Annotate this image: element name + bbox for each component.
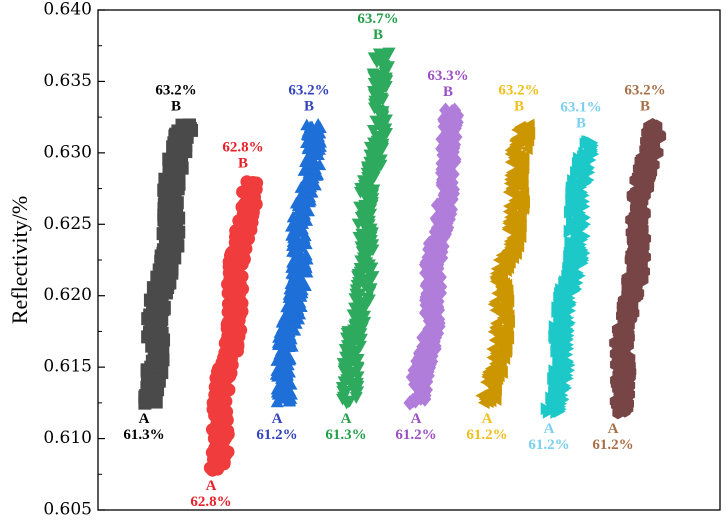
- data-point: [488, 295, 501, 309]
- point-b-label: B: [238, 155, 248, 171]
- point-b-value: 63.2%: [624, 82, 665, 98]
- point-a-value: 61.2%: [528, 437, 569, 453]
- point-a-label: A: [544, 421, 555, 437]
- data-point: [175, 118, 189, 132]
- point-a-value: 61.3%: [123, 427, 164, 443]
- data-point: [448, 136, 462, 153]
- point-a-label: A: [411, 411, 422, 427]
- scatter-series: [540, 135, 600, 419]
- data-point: [379, 81, 393, 93]
- scatter-series: [403, 102, 465, 411]
- data-point: [367, 85, 381, 98]
- point-b-label: B: [373, 27, 383, 43]
- data-point: [439, 102, 453, 119]
- point-a-value: 61.2%: [395, 427, 436, 443]
- data-point: [311, 117, 325, 130]
- data-point: [349, 392, 363, 404]
- data-point: [448, 102, 462, 119]
- point-b-label: B: [171, 98, 181, 114]
- point-a-label: A: [341, 411, 352, 427]
- point-b-value: 63.2%: [155, 82, 196, 98]
- point-a-value: 61.2%: [466, 427, 507, 443]
- data-point: [646, 118, 658, 132]
- point-b-label: B: [576, 115, 586, 131]
- y-tick-label: 0.605: [43, 500, 92, 520]
- y-tick-label: 0.620: [43, 285, 92, 305]
- point-a-value: 62.8%: [190, 494, 231, 510]
- label-layer: A61.3%63.2%BA62.8%62.8%BA61.2%63.2%BA61.…: [123, 11, 665, 510]
- data-point: [505, 165, 518, 179]
- point-a-label: A: [206, 478, 217, 494]
- scatter-series: [335, 47, 396, 410]
- point-b-label: B: [304, 98, 314, 114]
- scatter-series: [269, 117, 327, 408]
- data-point: [448, 151, 462, 168]
- point-a-label: A: [482, 411, 493, 427]
- data-point: [382, 47, 396, 60]
- data-point: [300, 118, 314, 131]
- y-tick-label: 0.640: [43, 0, 92, 20]
- data-point: [475, 389, 488, 403]
- point-a-label: A: [272, 411, 283, 427]
- data-point: [486, 342, 498, 356]
- y-axis-title: Reflectivity/%: [7, 196, 32, 324]
- data-point: [449, 129, 463, 145]
- scatter-series: [138, 118, 199, 410]
- point-a-label: A: [608, 421, 619, 437]
- data-point: [416, 338, 430, 355]
- y-tick-label: 0.610: [43, 428, 92, 448]
- scatter-series: [475, 118, 536, 410]
- data-point: [428, 241, 442, 257]
- data-point: [240, 175, 254, 189]
- y-tick-label: 0.630: [43, 142, 92, 162]
- point-b-label: B: [640, 98, 650, 114]
- data-point: [351, 277, 365, 289]
- point-b-value: 63.7%: [357, 11, 398, 27]
- y-tick-label: 0.625: [43, 214, 92, 234]
- data-point: [418, 327, 432, 344]
- series-layer: [138, 47, 667, 477]
- data-point: [567, 173, 579, 187]
- point-b-value: 63.2%: [498, 82, 539, 98]
- data-point: [548, 320, 561, 334]
- y-tick-label: 0.615: [43, 357, 92, 377]
- scatter-series: [609, 118, 667, 420]
- data-point: [583, 135, 596, 149]
- data-point: [490, 262, 503, 276]
- data-point: [286, 210, 300, 223]
- data-point: [564, 235, 577, 249]
- data-point: [372, 48, 386, 61]
- data-point: [555, 282, 567, 296]
- data-point: [513, 120, 526, 134]
- point-b-value: 62.8%: [222, 139, 263, 155]
- data-point: [366, 68, 380, 81]
- point-b-label: B: [443, 84, 453, 100]
- scatter-series: [203, 175, 264, 477]
- point-a-value: 61.2%: [256, 427, 297, 443]
- point-a-value: 61.2%: [592, 437, 633, 453]
- y-tick-label: 0.635: [43, 71, 92, 91]
- data-point: [420, 304, 434, 320]
- point-b-label: B: [514, 98, 524, 114]
- point-b-value: 63.3%: [427, 68, 468, 84]
- data-point: [432, 268, 446, 285]
- point-a-value: 61.3%: [325, 427, 366, 443]
- data-point: [490, 316, 502, 330]
- data-point: [350, 377, 364, 390]
- data-point: [435, 155, 449, 172]
- data-point: [354, 241, 368, 254]
- data-point: [522, 118, 535, 132]
- data-point: [343, 395, 357, 408]
- point-b-value: 63.2%: [288, 82, 329, 98]
- point-a-label: A: [139, 411, 150, 427]
- data-point: [354, 328, 368, 340]
- y-axis: 0.605 0.610 0.615 0.620 0.625 0.630 0.635 0.640: [43, 0, 105, 520]
- point-b-value: 63.1%: [560, 99, 601, 115]
